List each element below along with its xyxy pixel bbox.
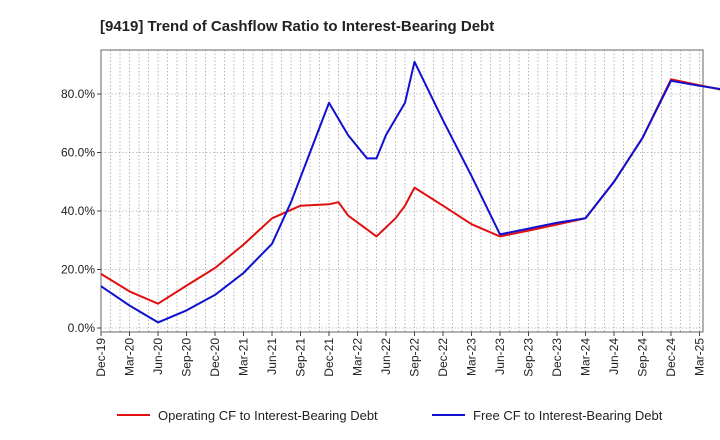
x-tick-label: Sep-24 <box>636 338 650 377</box>
x-tick-label: Sep-22 <box>408 338 422 377</box>
x-tick-label: Mar-22 <box>351 338 365 376</box>
y-axis: 0.0% 20.0% 40.0% 60.0% 80.0% <box>61 87 101 335</box>
x-tick-label: Jun-21 <box>265 338 279 375</box>
series-lines <box>100 60 720 324</box>
x-tick-label: Dec-21 <box>322 338 336 377</box>
x-tick-label: Mar-23 <box>465 338 479 376</box>
x-tick-label: Jun-20 <box>151 338 165 375</box>
x-tick-label: Mar-24 <box>579 338 593 376</box>
x-tick-label: Sep-23 <box>522 338 536 377</box>
y-tick-label: 60.0% <box>61 146 95 160</box>
x-tick-label: Mar-21 <box>237 338 251 376</box>
x-tick-label: Mar-20 <box>123 338 137 376</box>
x-tick-label: Dec-19 <box>94 338 108 377</box>
legend-label-operating-cf: Operating CF to Interest-Bearing Debt <box>158 408 378 423</box>
x-tick-label: Sep-21 <box>294 338 308 377</box>
x-tick-label: Sep-20 <box>180 338 194 377</box>
grid <box>101 50 703 332</box>
x-tick-label: Jun-24 <box>607 338 621 375</box>
chart-title: [9419] Trend of Cashflow Ratio to Intere… <box>100 18 494 35</box>
plot-area <box>100 49 704 333</box>
x-tick-label: Jun-23 <box>493 338 507 375</box>
x-tick-label: Dec-20 <box>208 338 222 377</box>
y-tick-label: 0.0% <box>68 321 96 335</box>
x-tick-label: Dec-23 <box>550 338 564 377</box>
x-tick-label: Dec-24 <box>664 338 678 377</box>
y-tick-label: 20.0% <box>61 263 95 277</box>
x-axis: Dec-19 Mar-20 Jun-20 Sep-20 Dec-20 Mar-21 Jun-… <box>94 332 707 377</box>
legend-label-free-cf: Free CF to Interest-Bearing Debt <box>473 408 663 423</box>
legend: Operating CF to Interest-Bearing Debt Fr… <box>117 408 663 423</box>
x-tick-label: Mar-25 <box>693 338 707 376</box>
series-line-operating-cf <box>100 78 720 305</box>
y-tick-label: 80.0% <box>61 87 95 101</box>
y-tick-label: 40.0% <box>61 204 95 218</box>
x-tick-label: Jun-22 <box>379 338 393 375</box>
series-line-free-cf <box>100 60 720 324</box>
x-tick-label: Dec-22 <box>436 338 450 377</box>
